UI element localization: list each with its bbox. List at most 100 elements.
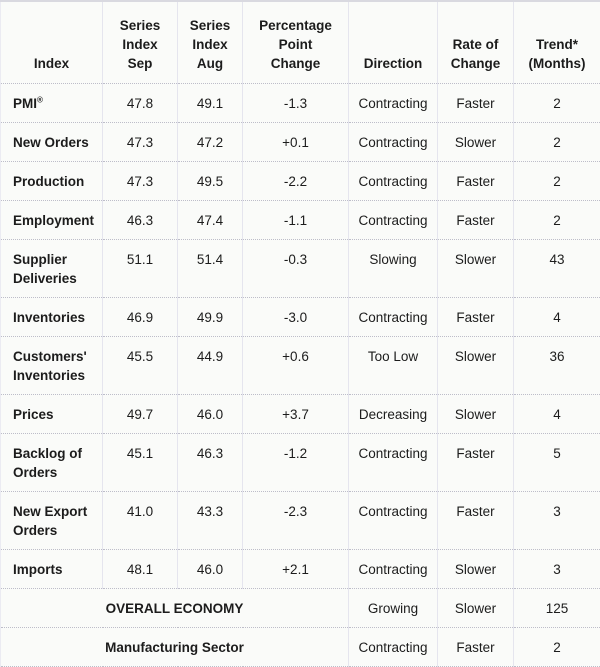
- table-row-inventories: Inventories 46.9 49.9 -3.0 Contracting F…: [1, 297, 600, 336]
- table-row-customers-inventories: Customers' Inventories 45.5 44.9 +0.6 To…: [1, 336, 600, 394]
- col-header-trend-months: Trend* (Months): [514, 1, 600, 83]
- cell-series-sep: 45.1: [103, 433, 178, 491]
- cell-series-aug: 43.3: [178, 491, 243, 549]
- cell-trend: 3: [514, 491, 600, 549]
- summary-label: OVERALL ECONOMY: [1, 588, 349, 627]
- cell-series-aug: 49.5: [178, 161, 243, 200]
- cell-trend: 43: [514, 239, 600, 297]
- cell-series-sep: 49.7: [103, 394, 178, 433]
- cell-trend: 3: [514, 549, 600, 588]
- cell-pct-change: -0.3: [243, 239, 349, 297]
- cell-pct-change: -1.3: [243, 83, 349, 122]
- cell-series-sep: 45.5: [103, 336, 178, 394]
- table-row-new-orders: New Orders 47.3 47.2 +0.1 Contracting Sl…: [1, 122, 600, 161]
- cell-direction: Too Low: [349, 336, 438, 394]
- cell-index: Prices: [1, 394, 103, 433]
- cell-trend: 2: [514, 161, 600, 200]
- col-header-series-index-aug: Series Index Aug: [178, 1, 243, 83]
- cell-series-sep: 48.1: [103, 549, 178, 588]
- col-header-direction: Direction: [349, 1, 438, 83]
- cell-index: New Export Orders: [1, 491, 103, 549]
- cell-pct-change: -2.2: [243, 161, 349, 200]
- cell-rate: Faster: [438, 83, 514, 122]
- cell-trend: 36: [514, 336, 600, 394]
- cell-series-aug: 44.9: [178, 336, 243, 394]
- cell-pct-change: +3.7: [243, 394, 349, 433]
- cell-trend: 4: [514, 297, 600, 336]
- cell-series-aug: 47.2: [178, 122, 243, 161]
- cell-index: Supplier Deliveries: [1, 239, 103, 297]
- cell-direction: Contracting: [349, 627, 438, 666]
- table-row-new-export-orders: New Export Orders 41.0 43.3 -2.3 Contrac…: [1, 491, 600, 549]
- table-row-backlog-of-orders: Backlog of Orders 45.1 46.3 -1.2 Contrac…: [1, 433, 600, 491]
- cell-trend: 2: [514, 83, 600, 122]
- cell-rate: Faster: [438, 627, 514, 666]
- cell-index: Customers' Inventories: [1, 336, 103, 394]
- cell-rate: Slower: [438, 336, 514, 394]
- cell-index: PMI®: [1, 83, 103, 122]
- summary-label: Manufacturing Sector: [1, 627, 349, 666]
- cell-direction: Slowing: [349, 239, 438, 297]
- cell-rate: Slower: [438, 588, 514, 627]
- cell-direction: Contracting: [349, 433, 438, 491]
- table-row-supplier-deliveries: Supplier Deliveries 51.1 51.4 -0.3 Slowi…: [1, 239, 600, 297]
- cell-index: Backlog of Orders: [1, 433, 103, 491]
- cell-series-sep: 47.8: [103, 83, 178, 122]
- cell-trend: 4: [514, 394, 600, 433]
- cell-index: Employment: [1, 200, 103, 239]
- cell-direction: Contracting: [349, 122, 438, 161]
- cell-index: Production: [1, 161, 103, 200]
- col-header-series-index-sep: Series Index Sep: [103, 1, 178, 83]
- cell-rate: Faster: [438, 491, 514, 549]
- cell-direction: Decreasing: [349, 394, 438, 433]
- cell-direction: Contracting: [349, 549, 438, 588]
- cell-series-aug: 49.1: [178, 83, 243, 122]
- cell-pct-change: +0.6: [243, 336, 349, 394]
- cell-direction: Contracting: [349, 297, 438, 336]
- cell-trend: 2: [514, 627, 600, 666]
- cell-rate: Faster: [438, 297, 514, 336]
- summary-row-overall-economy: OVERALL ECONOMY Growing Slower 125: [1, 588, 600, 627]
- cell-rate: Slower: [438, 239, 514, 297]
- row-label-text: PMI: [13, 96, 37, 111]
- cell-rate: Faster: [438, 433, 514, 491]
- cell-series-aug: 51.4: [178, 239, 243, 297]
- col-header-rate-of-change: Rate of Change: [438, 1, 514, 83]
- cell-rate: Slower: [438, 394, 514, 433]
- cell-rate: Faster: [438, 200, 514, 239]
- cell-rate: Slower: [438, 122, 514, 161]
- cell-series-sep: 41.0: [103, 491, 178, 549]
- registered-trademark: ®: [37, 95, 43, 104]
- cell-trend: 5: [514, 433, 600, 491]
- cell-pct-change: -3.0: [243, 297, 349, 336]
- cell-trend: 2: [514, 200, 600, 239]
- cell-series-aug: 46.0: [178, 394, 243, 433]
- cell-pct-change: +0.1: [243, 122, 349, 161]
- cell-series-aug: 47.4: [178, 200, 243, 239]
- cell-direction: Growing: [349, 588, 438, 627]
- table-row-employment: Employment 46.3 47.4 -1.1 Contracting Fa…: [1, 200, 600, 239]
- table-row-imports: Imports 48.1 46.0 +2.1 Contracting Slowe…: [1, 549, 600, 588]
- cell-direction: Contracting: [349, 491, 438, 549]
- cell-pct-change: -1.1: [243, 200, 349, 239]
- cell-direction: Contracting: [349, 161, 438, 200]
- header-row: Index Series Index Sep Series Index Aug …: [1, 1, 600, 83]
- cell-series-aug: 49.9: [178, 297, 243, 336]
- cell-pct-change: -2.3: [243, 491, 349, 549]
- cell-series-sep: 47.3: [103, 122, 178, 161]
- table-row-pmi: PMI® 47.8 49.1 -1.3 Contracting Faster 2: [1, 83, 600, 122]
- cell-series-aug: 46.3: [178, 433, 243, 491]
- cell-direction: Contracting: [349, 200, 438, 239]
- cell-trend: 2: [514, 122, 600, 161]
- cell-rate: Faster: [438, 161, 514, 200]
- col-header-index: Index: [1, 1, 103, 83]
- cell-series-sep: 46.9: [103, 297, 178, 336]
- cell-direction: Contracting: [349, 83, 438, 122]
- cell-index: New Orders: [1, 122, 103, 161]
- cell-pct-change: -1.2: [243, 433, 349, 491]
- cell-index: Imports: [1, 549, 103, 588]
- table-row-prices: Prices 49.7 46.0 +3.7 Decreasing Slower …: [1, 394, 600, 433]
- cell-series-sep: 51.1: [103, 239, 178, 297]
- cell-series-aug: 46.0: [178, 549, 243, 588]
